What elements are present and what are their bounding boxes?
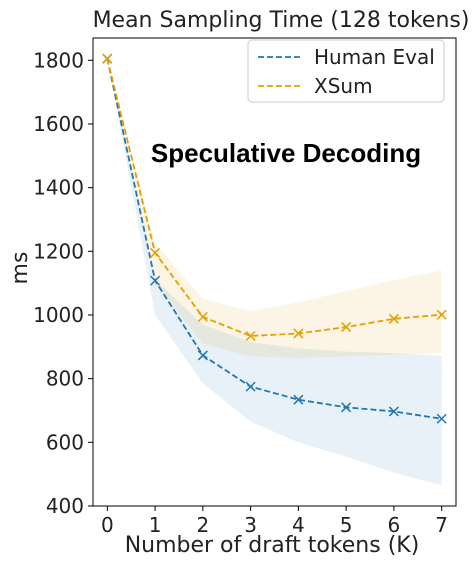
x-tick-label: 6 bbox=[388, 513, 401, 537]
xsum-point bbox=[388, 313, 399, 324]
y-tick-label: 1400 bbox=[33, 176, 84, 200]
x-tick-label: 0 bbox=[101, 513, 114, 537]
x-tick-label: 7 bbox=[435, 513, 448, 537]
x-tick-label: 5 bbox=[340, 513, 353, 537]
xsum-point bbox=[197, 311, 208, 322]
human-eval-point bbox=[436, 413, 447, 424]
legend: Human Eval XSum bbox=[247, 39, 445, 103]
x-tick-label: 3 bbox=[244, 513, 257, 537]
chart-title: Mean Sampling Time (128 tokens) bbox=[93, 8, 470, 33]
y-tick-label: 400 bbox=[46, 494, 84, 518]
xsum-point bbox=[341, 322, 352, 333]
human-eval-point bbox=[245, 381, 256, 392]
xsum-point bbox=[245, 330, 256, 342]
y-tick-label: 1600 bbox=[33, 112, 84, 136]
y-axis-ticks: 400 600 800 1000 1200 1400 1600 1800 bbox=[33, 48, 93, 518]
y-tick-label: 600 bbox=[46, 430, 84, 454]
confidence-bands bbox=[107, 58, 442, 486]
x-axis-title: Number of draft tokens (K) bbox=[125, 533, 420, 558]
y-tick-label: 1000 bbox=[33, 303, 84, 327]
legend-label-xsum: XSum bbox=[314, 74, 373, 98]
human-eval-point bbox=[293, 394, 304, 405]
chart-annotation: Speculative Decoding bbox=[151, 138, 421, 168]
xsum-point bbox=[436, 309, 447, 320]
human-eval-point bbox=[388, 406, 399, 417]
x-tick-label: 4 bbox=[292, 513, 305, 537]
x-tick-label: 2 bbox=[196, 513, 209, 537]
series-markers bbox=[102, 53, 447, 424]
xsum-point bbox=[102, 53, 113, 64]
legend-label-human-eval: Human Eval bbox=[314, 45, 435, 69]
human-eval-point bbox=[197, 350, 208, 361]
x-axis-ticks: 0 1 2 3 4 5 6 7 bbox=[101, 506, 448, 537]
human-eval-band bbox=[107, 58, 442, 486]
y-tick-label: 800 bbox=[46, 367, 84, 391]
human-eval-point bbox=[150, 275, 161, 286]
y-tick-label: 1800 bbox=[33, 48, 84, 72]
human-eval-point bbox=[341, 402, 352, 413]
y-axis-title: ms bbox=[8, 252, 33, 285]
xsum-band bbox=[107, 58, 442, 358]
x-tick-label: 1 bbox=[149, 513, 162, 537]
xsum-point bbox=[150, 247, 161, 258]
plot-frame bbox=[92, 37, 457, 507]
y-tick-label: 1200 bbox=[33, 239, 84, 263]
xsum-point bbox=[293, 328, 304, 339]
human-eval-line bbox=[106, 58, 442, 420]
xsum-line bbox=[106, 58, 442, 337]
series-lines bbox=[106, 58, 442, 420]
